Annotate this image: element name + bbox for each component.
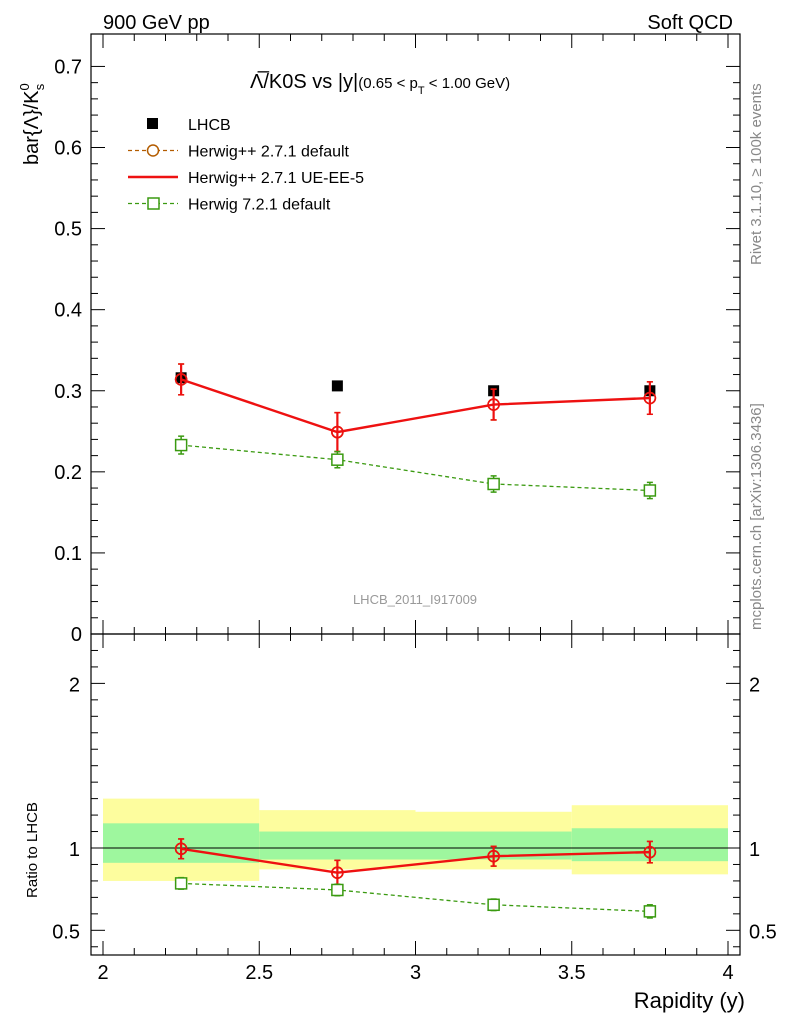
title-main: Λ̅/K0S vs |y| <box>250 70 358 93</box>
main-marker-herwig7 <box>174 438 188 452</box>
main-ytick-label: 0.2 <box>54 462 82 484</box>
header-left: 900 GeV pp <box>103 12 210 34</box>
xtick-label: 3.5 <box>558 962 586 984</box>
ratio-marker-herwigpp_ueee5 <box>487 849 500 863</box>
main-ylabel: bar{Λ}/K0s <box>17 83 47 165</box>
main-marker-herwig7 <box>643 484 657 497</box>
legend-marker-data <box>147 118 158 129</box>
xtick-label: 2 <box>97 962 108 984</box>
main-ytick-label: 0.1 <box>54 543 82 565</box>
title-cut-close: < 1.00 GeV) <box>425 75 510 92</box>
xtick-label: 4 <box>722 962 733 984</box>
ratio-ytick-label-right: 0.5 <box>749 921 777 943</box>
ylabel-main: bar{Λ}/K <box>21 90 43 165</box>
ratio-marker-herwig7 <box>487 898 500 912</box>
legend: LHCB Herwig++ 2.7.1 default Herwig++ 2.7.1… <box>128 117 364 214</box>
main-ytick-label: 0.6 <box>54 138 82 160</box>
main-point-data <box>331 380 343 392</box>
legend-label-data: LHCB <box>188 117 231 134</box>
legend-label-herwig7: Herwig 7.2.1 default <box>188 197 331 214</box>
main-title: Λ̅/K0S vs |y|(0.65 < pT < 1.00 GeV) <box>250 70 510 97</box>
ratio-ytick-label-right: 2 <box>749 674 760 696</box>
main-series <box>174 363 657 500</box>
main-marker-herwigpp_ueee5 <box>487 398 500 411</box>
ratio-ylabel: Ratio to LHCB <box>24 802 41 898</box>
title-cut-open: (0.65 < p <box>358 75 418 92</box>
main-ytick-label: 0.3 <box>54 381 82 403</box>
main-marker-herwigpp_ueee5 <box>643 391 657 405</box>
ratio-marker-herwig7 <box>643 905 657 918</box>
legend-label-herwigpp_default: Herwig++ 2.7.1 default <box>188 144 350 161</box>
legend-label-herwigpp_ueee5: Herwig++ 2.7.1 UE-EE-5 <box>188 170 364 187</box>
ylabel-sub: s <box>32 83 47 90</box>
analysis-watermark: LHCB_2011_I917009 <box>353 592 477 607</box>
xtick-label: 3 <box>410 962 421 984</box>
main-line-herwigpp_ueee5 <box>180 378 650 434</box>
rivet-label: Rivet 3.1.10, ≥ 100k events <box>748 83 765 265</box>
main-line-herwigpp_default <box>180 378 650 433</box>
main-marker-herwigpp_ueee5 <box>174 373 188 386</box>
ratio-series <box>174 838 657 919</box>
main-line-herwig7 <box>181 444 650 492</box>
ratio-marker-herwigpp_ueee5 <box>174 842 188 856</box>
ratio-line-herwig7 <box>181 882 650 913</box>
header-right: Soft QCD <box>647 12 733 34</box>
ratio-frame <box>90 633 741 956</box>
main-marker-herwig7 <box>331 453 344 466</box>
ratio-line-herwigpp_ueee5 <box>180 847 650 874</box>
ratio-axes: 0.5 0.5 1 1 2 2 2 2.5 3 3.5 4 <box>52 633 777 984</box>
mcplots-label: mcplots.cern.ch [arXiv:1306.3436] <box>748 403 765 630</box>
legend-marker-herwigpp_default <box>146 144 160 157</box>
ratio-ytick-label: 1 <box>69 839 80 861</box>
main-marker-herwigpp_ueee5 <box>331 425 344 439</box>
ratio-ytick-label-right: 1 <box>749 839 760 861</box>
ylabel-sup: 0 <box>17 83 32 90</box>
ratio-marker-herwigpp_ueee5 <box>643 845 657 859</box>
ratio-marker-herwigpp_ueee5 <box>331 866 344 879</box>
xtick-label: 2.5 <box>245 962 273 984</box>
main-ytick-label: 0.4 <box>54 300 82 322</box>
ratio-marker-herwig7 <box>174 877 188 890</box>
band-inner-1 <box>259 831 416 860</box>
main-marker-herwig7 <box>487 477 500 491</box>
x-axis-label: Rapidity (y) <box>634 988 745 1013</box>
main-ytick-label: 0.7 <box>54 56 82 78</box>
legend-marker-herwig7 <box>147 197 160 210</box>
main-ytick-label: 0 <box>71 624 82 646</box>
title-cut-sub: T <box>418 85 425 97</box>
main-ytick-label: 0.5 <box>54 219 82 241</box>
ratio-uncertainty-bands <box>103 798 728 881</box>
ratio-ytick-label: 2 <box>69 674 80 696</box>
ratio-marker-herwig7 <box>331 883 344 897</box>
ratio-ytick-label: 0.5 <box>52 921 80 943</box>
